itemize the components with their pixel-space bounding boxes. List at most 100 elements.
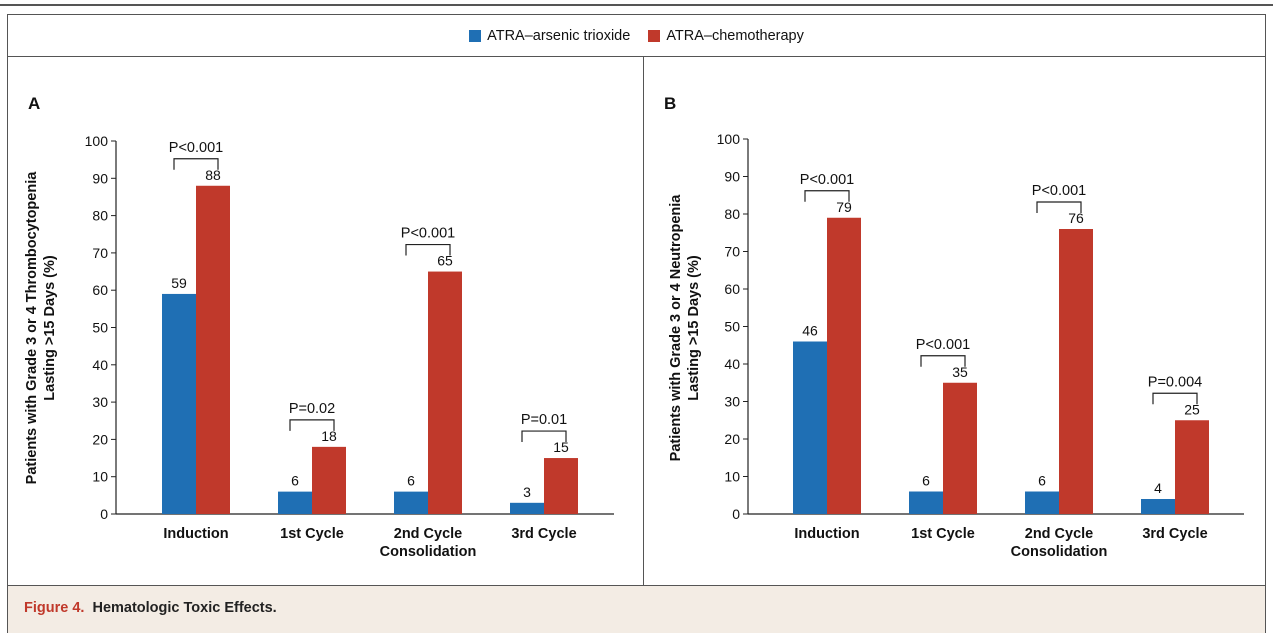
data-label: 6 [1038, 473, 1046, 489]
y-tick-label: 50 [724, 319, 740, 335]
x-tick-label: 2nd Cycle [394, 526, 463, 542]
x-tick-label: Induction [794, 526, 859, 542]
legend-item-chemotherapy: ATRA–chemotherapy [648, 28, 804, 44]
bar [909, 491, 943, 514]
y-tick-label: 70 [724, 244, 740, 260]
p-value-annotation: P=0.004 [1148, 374, 1202, 390]
y-tick-label: 60 [92, 282, 108, 298]
caption-area: Figure 4. Hematologic Toxic Effects. [8, 585, 1265, 633]
x-tick-label: 1st Cycle [280, 526, 344, 542]
chart-panel-b: B Patients with Grade 3 or 4 Neutropenia L… [664, 94, 1244, 560]
chart-panel-a: A Patients with Grade 3 or 4 Thrombocytop… [24, 94, 614, 560]
y-tick-label: 20 [724, 431, 740, 447]
legend-item-arsenic: ATRA–arsenic trioxide [469, 28, 630, 44]
y-axis-label-line2: Lasting >15 Days (%) [686, 255, 702, 401]
figure-frame: ATRA–arsenic trioxide ATRA–chemotherapy … [7, 14, 1266, 633]
bar [1175, 420, 1209, 514]
x-tick-label: 2nd Cycle [1025, 526, 1094, 542]
y-axis-label: Patients with Grade 3 or 4 Thrombocytope… [24, 171, 58, 485]
figure-caption: Figure 4. Hematologic Toxic Effects. [24, 600, 277, 616]
data-label: 88 [205, 167, 221, 183]
data-label: 76 [1068, 210, 1084, 226]
y-tick-label: 20 [92, 431, 108, 447]
bar [278, 491, 312, 514]
data-label: 3 [523, 484, 531, 500]
y-tick-label: 0 [732, 506, 740, 522]
p-value-annotation: P<0.001 [916, 337, 970, 353]
significance-bracket [289, 419, 335, 431]
y-tick-label: 60 [724, 281, 740, 297]
y-tick-label: 30 [724, 394, 740, 410]
x-tick-label: 1st Cycle [911, 526, 975, 542]
y-tick-label: 40 [724, 356, 740, 372]
data-label: 79 [836, 199, 852, 215]
figure-caption-text: Hematologic Toxic Effects. [92, 600, 277, 616]
bar [196, 185, 230, 514]
legend: ATRA–arsenic trioxide ATRA–chemotherapy [8, 15, 1265, 57]
y-tick-label: 90 [92, 170, 108, 186]
bar [162, 293, 196, 514]
y-tick-label: 80 [92, 208, 108, 224]
bar [544, 458, 578, 514]
y-tick-label: 30 [92, 394, 108, 410]
significance-bracket [173, 158, 219, 170]
y-tick-label: 0 [100, 506, 108, 522]
x-tick-label: Consolidation [380, 544, 477, 560]
x-tick-label: Consolidation [1011, 544, 1108, 560]
bar [1141, 499, 1175, 514]
p-value-annotation: P<0.001 [800, 172, 854, 188]
y-tick-label: 50 [92, 320, 108, 336]
data-label: 25 [1184, 401, 1200, 417]
x-tick-label: 3rd Cycle [511, 526, 576, 542]
y-tick-label: 80 [724, 206, 740, 222]
data-label: 35 [952, 364, 968, 380]
bar [394, 491, 428, 514]
significance-bracket [405, 243, 451, 256]
y-axis-label-line2: Lasting >15 Days (%) [42, 255, 58, 401]
y-axis-label: Patients with Grade 3 or 4 Neutropenia La… [668, 194, 702, 462]
significance-bracket [920, 355, 966, 367]
legend-label-arsenic: ATRA–arsenic trioxide [487, 27, 631, 44]
significance-bracket [1152, 392, 1198, 405]
significance-bracket [1036, 201, 1082, 213]
bar [943, 382, 977, 514]
y-axis-label-line1: Patients with Grade 3 or 4 Neutropenia [668, 194, 684, 462]
legend-swatch-arsenic [469, 29, 482, 42]
panel-divider [643, 57, 644, 585]
p-value-annotation: P<0.001 [401, 226, 455, 242]
bar [827, 217, 861, 514]
y-tick-label: 100 [85, 133, 109, 149]
data-label: 59 [171, 275, 187, 291]
x-tick-label: 3rd Cycle [1142, 526, 1207, 542]
bar [510, 502, 544, 514]
data-label: 65 [437, 253, 453, 269]
data-label: 46 [802, 323, 818, 339]
significance-bracket [521, 430, 567, 443]
legend-swatch-chemotherapy [648, 29, 661, 42]
x-tick-label: Induction [163, 526, 228, 542]
y-tick-label: 10 [724, 469, 740, 485]
y-tick-label: 40 [92, 357, 108, 373]
data-label: 18 [321, 428, 337, 444]
p-value-annotation: P<0.001 [169, 140, 223, 156]
bar [1025, 491, 1059, 514]
p-value-annotation: P<0.001 [1032, 183, 1086, 199]
y-axis-label-line1: Patients with Grade 3 or 4 Thrombocytope… [24, 171, 40, 485]
y-tick-label: 90 [724, 169, 740, 185]
significance-bracket [804, 190, 850, 202]
data-label: 6 [407, 473, 415, 489]
y-tick-label: 10 [92, 469, 108, 485]
bar [793, 341, 827, 514]
legend-label-chemotherapy: ATRA–chemotherapy [666, 27, 804, 44]
data-label: 6 [291, 473, 299, 489]
panel-label: B [664, 94, 676, 113]
y-tick-label: 70 [92, 245, 108, 261]
panel-label: A [28, 94, 40, 113]
data-label: 15 [553, 439, 569, 455]
bar [1059, 229, 1093, 514]
bar [312, 446, 346, 514]
top-rule [0, 4, 1273, 6]
p-value-annotation: P=0.02 [289, 401, 335, 417]
y-tick-label: 100 [717, 131, 741, 147]
p-value-annotation: P=0.01 [521, 412, 567, 428]
